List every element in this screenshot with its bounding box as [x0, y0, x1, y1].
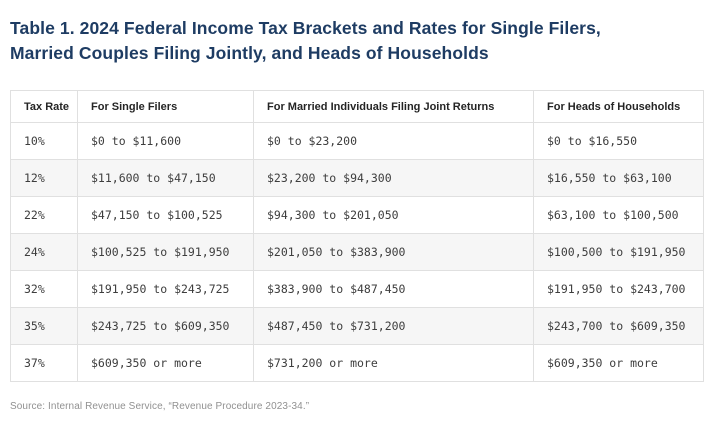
cell-married-joint: $94,300 to $201,050	[253, 196, 534, 234]
cell-married-joint: $383,900 to $487,450	[253, 270, 534, 308]
cell-married-joint: $201,050 to $383,900	[253, 233, 534, 271]
cell-tax-rate: 35%	[10, 307, 78, 345]
table-row: 12% $11,600 to $47,150 $23,200 to $94,30…	[10, 159, 704, 197]
cell-single-filers: $191,950 to $243,725	[77, 270, 254, 308]
cell-heads-of-households: $63,100 to $100,500	[533, 196, 704, 234]
cell-married-joint: $731,200 or more	[253, 344, 534, 382]
cell-married-joint: $23,200 to $94,300	[253, 159, 534, 197]
table-title: Table 1. 2024 Federal Income Tax Bracket…	[10, 16, 670, 66]
column-header-married-joint: For Married Individuals Filing Joint Ret…	[253, 90, 534, 123]
table-row: 35% $243,725 to $609,350 $487,450 to $73…	[10, 307, 704, 345]
cell-married-joint: $0 to $23,200	[253, 122, 534, 160]
cell-tax-rate: 37%	[10, 344, 78, 382]
cell-heads-of-households: $16,550 to $63,100	[533, 159, 704, 197]
column-header-heads-of-households: For Heads of Households	[533, 90, 704, 123]
table-row: 32% $191,950 to $243,725 $383,900 to $48…	[10, 270, 704, 308]
cell-single-filers: $243,725 to $609,350	[77, 307, 254, 345]
column-header-single-filers: For Single Filers	[77, 90, 254, 123]
table-row: 37% $609,350 or more $731,200 or more $6…	[10, 344, 704, 382]
source-citation: Source: Internal Revenue Service, “Reven…	[10, 401, 310, 412]
cell-heads-of-households: $609,350 or more	[533, 344, 704, 382]
cell-heads-of-households: $0 to $16,550	[533, 122, 704, 160]
cell-tax-rate: 24%	[10, 233, 78, 271]
cell-heads-of-households: $100,500 to $191,950	[533, 233, 704, 271]
cell-married-joint: $487,450 to $731,200	[253, 307, 534, 345]
table-row: 22% $47,150 to $100,525 $94,300 to $201,…	[10, 196, 704, 234]
cell-tax-rate: 32%	[10, 270, 78, 308]
cell-single-filers: $609,350 or more	[77, 344, 254, 382]
cell-heads-of-households: $243,700 to $609,350	[533, 307, 704, 345]
cell-tax-rate: 10%	[10, 122, 78, 160]
cell-single-filers: $11,600 to $47,150	[77, 159, 254, 197]
table-header-row: Tax Rate For Single Filers For Married I…	[10, 90, 704, 123]
table-title-line-2: Married Couples Filing Jointly, and Head…	[10, 43, 489, 63]
cell-single-filers: $47,150 to $100,525	[77, 196, 254, 234]
cell-tax-rate: 22%	[10, 196, 78, 234]
cell-single-filers: $0 to $11,600	[77, 122, 254, 160]
cell-single-filers: $100,525 to $191,950	[77, 233, 254, 271]
tax-brackets-table: Tax Rate For Single Filers For Married I…	[10, 90, 704, 382]
column-header-tax-rate: Tax Rate	[10, 90, 78, 123]
table-row: 24% $100,525 to $191,950 $201,050 to $38…	[10, 233, 704, 271]
cell-heads-of-households: $191,950 to $243,700	[533, 270, 704, 308]
table-row: 10% $0 to $11,600 $0 to $23,200 $0 to $1…	[10, 122, 704, 160]
table-title-line-1: Table 1. 2024 Federal Income Tax Bracket…	[10, 18, 601, 38]
cell-tax-rate: 12%	[10, 159, 78, 197]
